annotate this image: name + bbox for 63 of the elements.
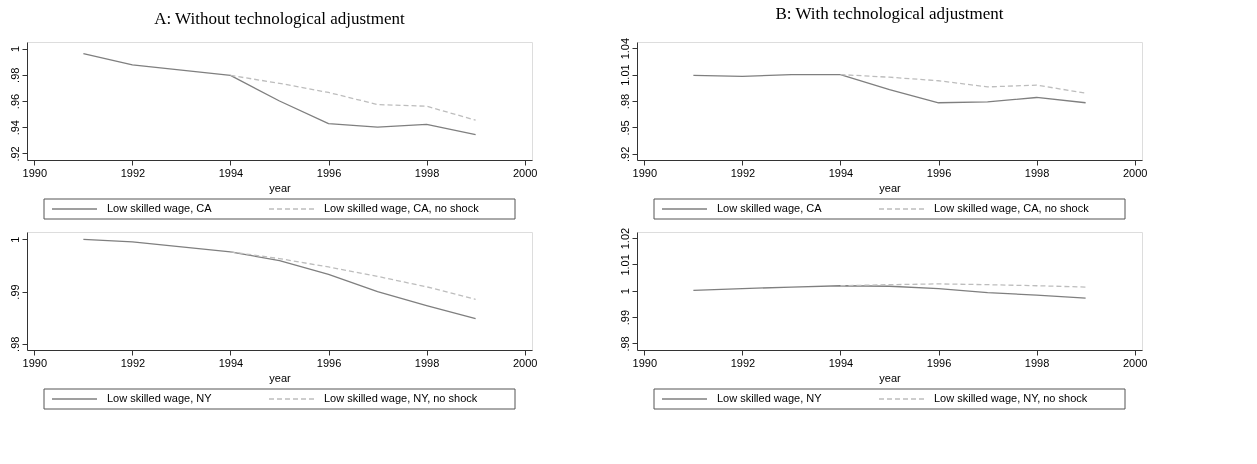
x-tick-label: 1996 — [926, 166, 952, 179]
legend-label: Low skilled wage, NY, no shock — [324, 392, 478, 404]
y-tick-label: .96 — [8, 93, 21, 110]
y-tick-label: .94 — [8, 120, 21, 136]
line-series — [692, 73, 1087, 104]
y-tick-label: .92 — [8, 146, 21, 162]
legend-label: Low skilled wage, NY — [717, 392, 823, 404]
x-tick-label: 1996 — [316, 356, 342, 369]
chart-title: B: With technological adjustment — [775, 4, 1004, 24]
line-series — [229, 74, 477, 121]
x-axis-title: year — [269, 181, 292, 194]
line-series — [82, 52, 477, 136]
x-tick-label: 1992 — [120, 166, 146, 179]
line-series — [229, 251, 477, 300]
legend-label: Low skilled wage, CA, no shock — [934, 202, 1090, 214]
x-tick-label: 1998 — [1024, 356, 1050, 369]
legend-label: Low skilled wage, CA — [107, 202, 213, 214]
y-tick-label: .98 — [8, 336, 21, 352]
y-tick-label: 1 — [8, 236, 21, 243]
line-series — [839, 73, 1087, 94]
y-tick-label: 1 — [618, 288, 631, 295]
x-tick-label: 1992 — [730, 356, 756, 369]
x-tick-label: 1990 — [632, 166, 658, 179]
x-tick-label: 1994 — [218, 166, 244, 179]
y-tick-label: 1.01 — [618, 64, 631, 86]
line-series — [82, 238, 477, 320]
x-tick-label: 2000 — [1122, 166, 1148, 179]
x-tick-label: 1992 — [120, 356, 146, 369]
chart-title: A: Without technological adjustment — [154, 9, 406, 28]
x-tick-label: 1998 — [414, 356, 440, 369]
y-tick-label: .95 — [618, 120, 631, 136]
x-tick-label: 1996 — [316, 166, 342, 179]
x-tick-label: 1998 — [1024, 166, 1050, 179]
y-tick-label: .99 — [618, 309, 631, 326]
legend-label: Low skilled wage, CA, no shock — [324, 202, 480, 214]
y-tick-label: .92 — [618, 146, 631, 162]
legend-label: Low skilled wage, NY — [107, 392, 213, 404]
legend-label: Low skilled wage, CA — [717, 202, 823, 214]
x-tick-label: 1994 — [218, 356, 244, 369]
x-axis-title: year — [879, 371, 902, 384]
x-tick-label: 1994 — [828, 166, 854, 179]
line-series — [692, 285, 1087, 299]
x-tick-label: 1994 — [828, 356, 854, 369]
y-tick-label: .98 — [8, 67, 21, 83]
y-tick-label: .98 — [618, 336, 631, 352]
y-tick-label: .98 — [618, 93, 631, 110]
x-tick-label: 1990 — [22, 356, 48, 369]
x-tick-label: 1996 — [926, 356, 952, 369]
y-tick-label: .99 — [8, 284, 21, 300]
x-tick-label: 2000 — [512, 166, 538, 179]
x-tick-label: 2000 — [512, 356, 538, 369]
x-tick-label: 1998 — [414, 166, 440, 179]
y-tick-label: 1.01 — [618, 254, 631, 276]
x-axis-title: year — [269, 371, 292, 384]
x-tick-label: 1990 — [632, 356, 658, 369]
legend-label: Low skilled wage, NY, no shock — [934, 392, 1088, 404]
x-tick-label: 2000 — [1122, 356, 1148, 369]
x-tick-label: 1992 — [730, 166, 756, 179]
y-tick-label: 1.04 — [618, 37, 631, 60]
x-tick-label: 1990 — [22, 166, 48, 179]
y-tick-label: 1.02 — [618, 227, 631, 250]
x-axis-title: year — [879, 181, 902, 194]
y-tick-label: 1 — [8, 45, 21, 53]
